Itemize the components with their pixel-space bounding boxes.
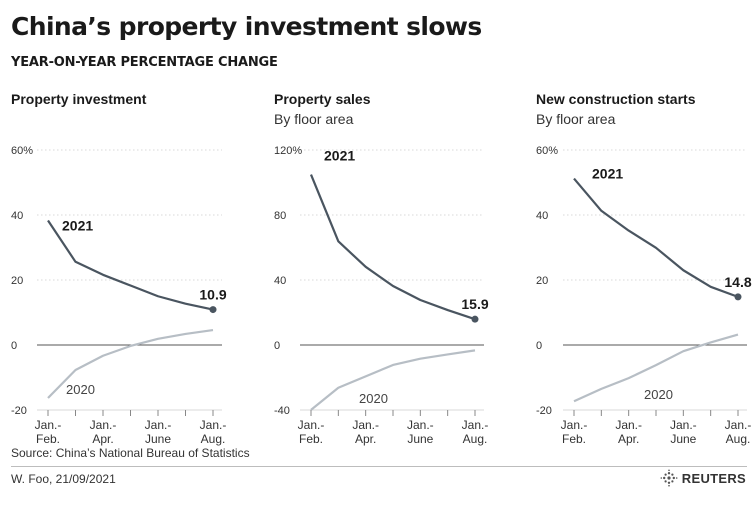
footer-divider (11, 466, 747, 467)
charts-canvas: Property investment -20 0 20 40 60% Jan.-Feb. J… (11, 91, 752, 446)
y-tick-label: 20 (11, 275, 23, 287)
y-tick-label: 20 (536, 275, 548, 287)
x-tick-label: Jan.-Aug. (200, 418, 227, 446)
y-tick-label: 40 (274, 275, 286, 287)
end-point-marker (471, 315, 479, 323)
x-tick-label: Jan.-Apr. (90, 418, 117, 446)
y-tick-label: 40 (11, 210, 23, 222)
y-tick-label: -20 (11, 405, 27, 417)
x-tick-label: Jan.-Feb. (35, 418, 62, 446)
reuters-logo-icon (660, 469, 678, 487)
end-value-label: 14.8 (724, 274, 751, 290)
series-2020-label: 2020 (66, 382, 95, 397)
end-value-label: 10.9 (199, 287, 226, 303)
x-tick-label: Jan.-Aug. (725, 418, 752, 446)
series-2021-label: 2021 (62, 218, 93, 234)
series-2021-line (573, 177, 739, 298)
series-2021-label: 2021 (324, 148, 355, 164)
y-tick-label: -40 (274, 405, 290, 417)
series-2021-line (47, 219, 214, 311)
y-tick-label: 0 (11, 340, 17, 352)
y-tick-label: 0 (536, 340, 542, 352)
x-tick-label: Jan.-Apr. (615, 418, 642, 446)
panel-title: New construction starts (536, 91, 696, 107)
x-tick-label: Jan.-Aug. (462, 418, 489, 446)
byline: W. Foo, 21/09/2021 (11, 472, 116, 486)
panel-title: Property sales (274, 91, 371, 107)
end-value-label: 15.9 (461, 296, 488, 312)
y-tick-label: 40 (536, 210, 548, 222)
x-tick-label: Jan.-Feb. (298, 418, 325, 446)
y-tick-label: -20 (536, 405, 552, 417)
panel-subtitle: By floor area (536, 111, 616, 127)
source-note: Source: China’s National Bureau of Stati… (11, 446, 250, 460)
y-tick-label: 120% (274, 145, 302, 157)
x-tick-label: Jan.-Apr. (352, 418, 379, 446)
y-tick-label: 80 (274, 210, 286, 222)
series-2020-line (573, 333, 739, 403)
chart-title: China’s property investment slows (11, 12, 482, 41)
series-2020-line (47, 328, 214, 399)
series-2021-label: 2021 (592, 166, 623, 182)
series-2020-label: 2020 (644, 387, 673, 402)
chart-subtitle: YEAR-ON-YEAR PERCENTAGE CHANGE (11, 55, 278, 70)
y-tick-label: 60% (536, 145, 558, 157)
reuters-brand: REUTERS (660, 469, 746, 487)
brand-name: REUTERS (681, 470, 746, 486)
x-tick-label: Jan.-June (670, 418, 697, 446)
x-tick-label: Jan.-Feb. (561, 418, 588, 446)
y-tick-label: 0 (274, 340, 280, 352)
series-2021-line (309, 174, 476, 321)
y-tick-label: 60% (11, 145, 33, 157)
end-point-marker (734, 293, 742, 301)
x-tick-label: Jan.-June (407, 418, 434, 446)
series-2020-label: 2020 (359, 391, 388, 406)
panel-title: Property investment (11, 91, 147, 107)
x-tick-label: Jan.-June (145, 418, 172, 446)
end-point-marker (209, 306, 217, 314)
series-2020-line (310, 349, 476, 411)
panel-subtitle: By floor area (274, 111, 354, 127)
